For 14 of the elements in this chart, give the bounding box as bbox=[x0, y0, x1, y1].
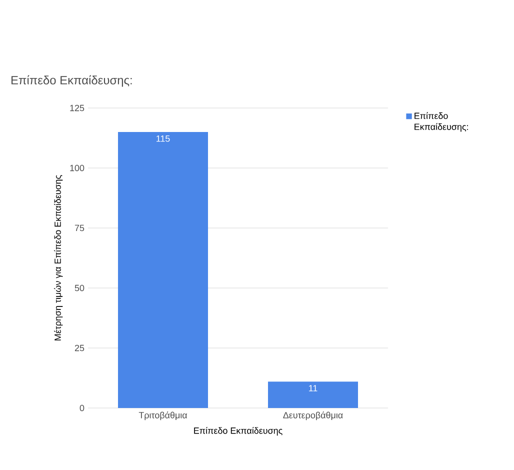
y-axis-title: Μέτρηση τιμών για Επίπεδο Εκπαίδευσης bbox=[54, 175, 63, 340]
x-axis-title: Επίπεδο Εκπαίδευσης bbox=[194, 426, 282, 436]
x-tick-label: Τριτοβάθμια bbox=[138, 412, 188, 420]
y-tick-label: 100 bbox=[70, 164, 84, 172]
y-tick-label: 50 bbox=[74, 284, 84, 292]
y-tick-label: 125 bbox=[70, 104, 84, 112]
data-label: 115 bbox=[156, 136, 170, 142]
y-tick-label: 0 bbox=[80, 404, 84, 412]
y-tick-label: 75 bbox=[74, 224, 84, 232]
chart-title: Επίπεδο Εκπαίδευσης: bbox=[12, 75, 132, 87]
legend-label: Επίπεδο Εκπαίδευσης: bbox=[414, 112, 468, 132]
x-tick-label: Δευτεροβάθμια bbox=[283, 412, 343, 420]
y-tick-label: 25 bbox=[74, 344, 84, 352]
data-label: 11 bbox=[309, 385, 318, 392]
